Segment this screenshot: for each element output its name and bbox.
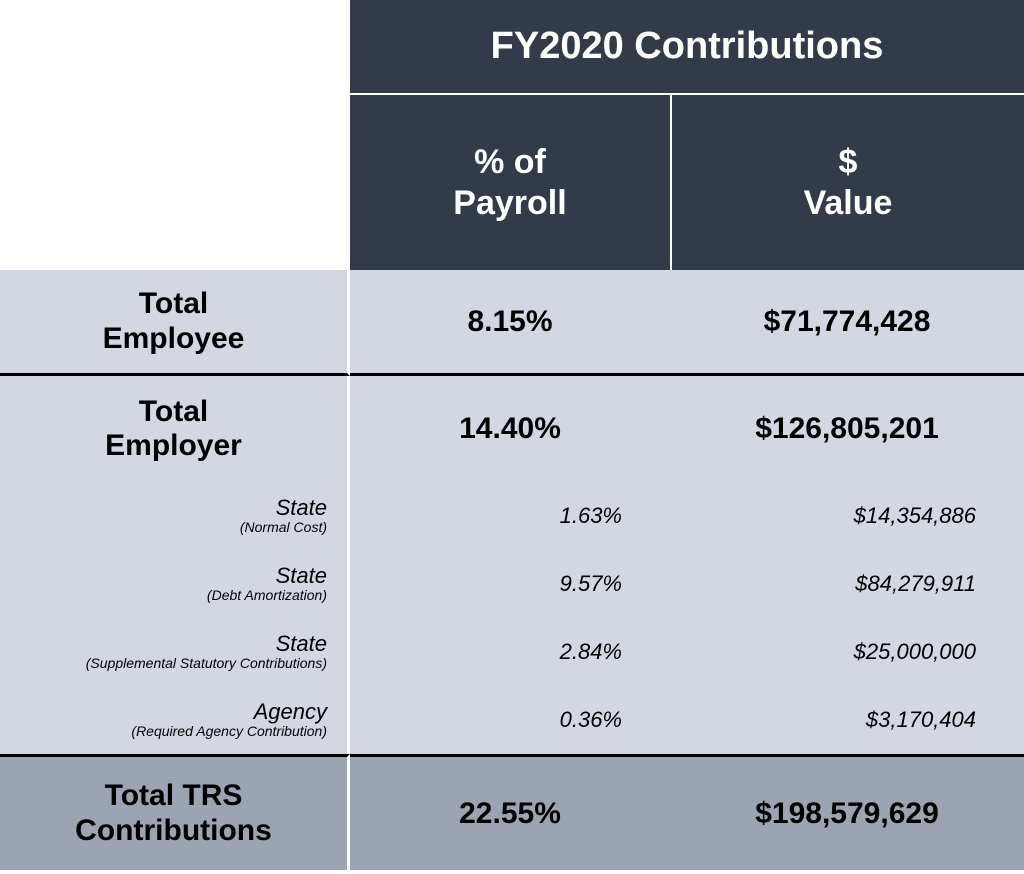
row-sub-3-pct: 0.36% — [350, 686, 670, 754]
employee-val: $71,774,428 — [764, 305, 931, 339]
header-pct-line2: Payroll — [453, 183, 566, 224]
header-title: FY2020 Contributions — [491, 25, 884, 68]
row-sub-3-val: $3,170,404 — [670, 686, 1024, 754]
row-sub-2-pct: 2.84% — [350, 618, 670, 686]
total-label-1: Total TRS — [105, 779, 243, 814]
row-sub-2-val: $25,000,000 — [670, 618, 1024, 686]
row-total-val: $198,579,629 — [670, 754, 1024, 870]
sub-1-pct: 9.57% — [350, 571, 646, 597]
row-total-pct: 22.55% — [350, 754, 670, 870]
employer-label-2: Employer — [105, 429, 242, 464]
row-employer-label: Total Employer — [0, 376, 350, 482]
sub-3-note: (Required Agency Contribution) — [0, 723, 339, 739]
row-employee-pct: 8.15% — [350, 270, 670, 376]
row-employee-label: Total Employee — [0, 270, 350, 376]
total-label-2: Contributions — [75, 814, 272, 849]
header-blank — [0, 0, 350, 270]
sub-1-label: State — [0, 565, 339, 587]
row-total-label: Total TRS Contributions — [0, 754, 350, 870]
row-employee-val: $71,774,428 — [670, 270, 1024, 376]
sub-1-note: (Debt Amortization) — [0, 587, 339, 603]
sub-3-label: Agency — [0, 701, 339, 723]
row-sub-0-pct: 1.63% — [350, 482, 670, 550]
row-employer-pct: 14.40% — [350, 376, 670, 482]
sub-2-note: (Supplemental Statutory Contributions) — [0, 655, 339, 671]
contributions-table: FY2020 Contributions % of Payroll $ Valu… — [0, 0, 1024, 870]
row-sub-3-label: Agency (Required Agency Contribution) — [0, 686, 350, 754]
employee-pct: 8.15% — [467, 305, 552, 339]
row-sub-1-pct: 9.57% — [350, 550, 670, 618]
sub-1-val: $84,279,911 — [670, 571, 1000, 597]
sub-3-val: $3,170,404 — [670, 707, 1000, 733]
row-employer-val: $126,805,201 — [670, 376, 1024, 482]
employer-pct: 14.40% — [459, 412, 561, 446]
sub-0-label: State — [0, 497, 339, 519]
header-val-line1: $ — [839, 142, 858, 183]
employer-label-1: Total — [139, 395, 208, 430]
header-col-pct: % of Payroll — [350, 95, 670, 270]
header-val-line2: Value — [804, 183, 893, 224]
sub-2-pct: 2.84% — [350, 639, 646, 665]
sub-2-val: $25,000,000 — [670, 639, 1000, 665]
row-sub-1-label: State (Debt Amortization) — [0, 550, 350, 618]
row-sub-2-label: State (Supplemental Statutory Contributi… — [0, 618, 350, 686]
employee-label-1: Total — [139, 287, 208, 322]
sub-2-label: State — [0, 633, 339, 655]
row-sub-0-label: State (Normal Cost) — [0, 482, 350, 550]
header-pct-line1: % of — [474, 142, 546, 183]
sub-0-val: $14,354,886 — [670, 503, 1000, 529]
header-col-val: $ Value — [670, 95, 1024, 270]
total-pct: 22.55% — [459, 797, 561, 831]
header-title-cell: FY2020 Contributions — [350, 0, 1024, 95]
total-val: $198,579,629 — [755, 797, 939, 831]
sub-0-note: (Normal Cost) — [0, 519, 339, 535]
employee-label-2: Employee — [103, 322, 245, 357]
row-sub-1-val: $84,279,911 — [670, 550, 1024, 618]
sub-3-pct: 0.36% — [350, 707, 646, 733]
row-sub-0-val: $14,354,886 — [670, 482, 1024, 550]
sub-0-pct: 1.63% — [350, 503, 646, 529]
employer-val: $126,805,201 — [755, 412, 939, 446]
